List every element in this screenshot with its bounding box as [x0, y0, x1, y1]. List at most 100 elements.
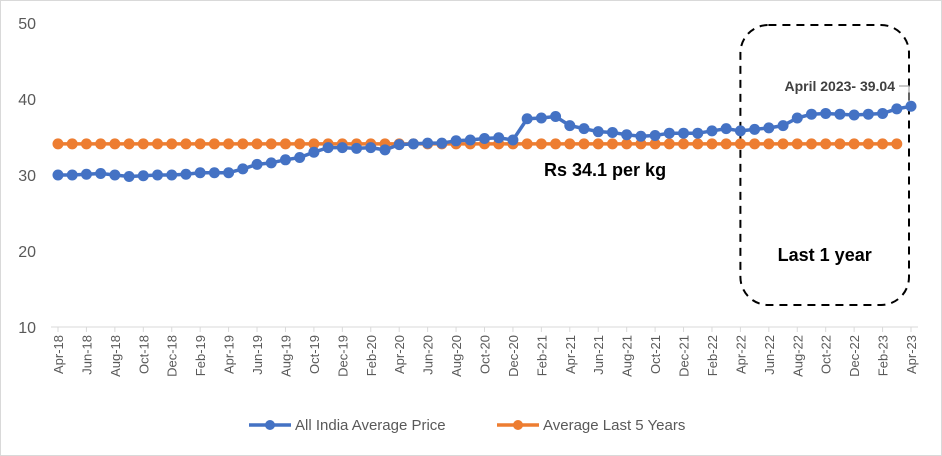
data-point[interactable]	[649, 129, 661, 141]
legend-item-average-last-5-years[interactable]: Average Last 5 Years	[497, 417, 685, 434]
data-point[interactable]	[592, 138, 604, 150]
data-point[interactable]	[649, 138, 661, 150]
data-point[interactable]	[194, 138, 206, 150]
data-point[interactable]	[237, 163, 249, 175]
data-point[interactable]	[166, 169, 178, 181]
data-point[interactable]	[137, 138, 149, 150]
data-point[interactable]	[848, 109, 860, 121]
data-point[interactable]	[379, 144, 391, 156]
data-point[interactable]	[564, 120, 576, 132]
data-point[interactable]	[749, 138, 761, 150]
data-point[interactable]	[820, 138, 832, 150]
data-point[interactable]	[791, 138, 803, 150]
data-point[interactable]	[635, 130, 647, 142]
data-point[interactable]	[891, 138, 903, 150]
data-point[interactable]	[535, 138, 547, 150]
data-point[interactable]	[706, 138, 718, 150]
data-point[interactable]	[436, 137, 448, 149]
data-point[interactable]	[734, 125, 746, 137]
data-point[interactable]	[109, 138, 121, 150]
data-point[interactable]	[80, 138, 92, 150]
data-point[interactable]	[521, 138, 533, 150]
data-point[interactable]	[692, 127, 704, 139]
data-point[interactable]	[663, 127, 675, 139]
data-point[interactable]	[223, 167, 235, 179]
data-point[interactable]	[194, 167, 206, 179]
data-point[interactable]	[777, 120, 789, 132]
data-point[interactable]	[862, 108, 874, 120]
data-point[interactable]	[663, 138, 675, 150]
data-point[interactable]	[294, 138, 306, 150]
data-point[interactable]	[820, 107, 832, 119]
data-point[interactable]	[322, 142, 334, 154]
data-point[interactable]	[550, 138, 562, 150]
data-point[interactable]	[152, 169, 164, 181]
data-point[interactable]	[351, 142, 363, 154]
data-point[interactable]	[578, 138, 590, 150]
data-point[interactable]	[237, 138, 249, 150]
data-point[interactable]	[479, 133, 490, 145]
data-point[interactable]	[137, 170, 149, 182]
data-point[interactable]	[450, 135, 462, 147]
data-point[interactable]	[877, 138, 889, 150]
data-point[interactable]	[95, 138, 107, 150]
data-point[interactable]	[678, 138, 690, 150]
data-point[interactable]	[720, 123, 732, 135]
data-point[interactable]	[734, 138, 746, 150]
data-point[interactable]	[621, 129, 633, 141]
data-point[interactable]	[152, 138, 164, 150]
data-point[interactable]	[834, 138, 846, 150]
data-point[interactable]	[308, 146, 320, 158]
data-point[interactable]	[507, 134, 519, 146]
data-point[interactable]	[692, 138, 704, 150]
data-point[interactable]	[578, 123, 590, 135]
data-point[interactable]	[621, 138, 633, 150]
data-point[interactable]	[80, 168, 92, 180]
data-point[interactable]	[905, 100, 917, 112]
data-point[interactable]	[422, 137, 434, 149]
data-point[interactable]	[749, 123, 761, 135]
data-point[interactable]	[564, 138, 576, 150]
data-point[interactable]	[109, 169, 121, 181]
data-point[interactable]	[393, 139, 405, 151]
data-point[interactable]	[52, 138, 64, 150]
data-point[interactable]	[95, 167, 107, 179]
data-point[interactable]	[777, 138, 789, 150]
data-point[interactable]	[279, 138, 291, 150]
data-point[interactable]	[180, 168, 192, 180]
data-point[interactable]	[791, 112, 803, 124]
data-point[interactable]	[606, 126, 618, 138]
data-point[interactable]	[805, 108, 817, 120]
data-point[interactable]	[862, 138, 874, 150]
data-point[interactable]	[763, 122, 775, 134]
data-point[interactable]	[891, 103, 903, 115]
data-point[interactable]	[308, 138, 320, 150]
data-point[interactable]	[365, 142, 377, 154]
data-point[interactable]	[706, 125, 718, 137]
data-point[interactable]	[848, 138, 860, 150]
data-point[interactable]	[208, 138, 220, 150]
data-point[interactable]	[294, 152, 306, 164]
data-point[interactable]	[52, 169, 64, 181]
data-point[interactable]	[279, 154, 291, 166]
data-point[interactable]	[464, 134, 476, 146]
data-point[interactable]	[251, 138, 263, 150]
data-point[interactable]	[66, 138, 78, 150]
data-point[interactable]	[877, 107, 889, 119]
data-point[interactable]	[805, 138, 817, 150]
data-point[interactable]	[535, 112, 547, 124]
data-point[interactable]	[336, 142, 348, 154]
data-point[interactable]	[265, 157, 277, 169]
data-point[interactable]	[265, 138, 277, 150]
data-point[interactable]	[66, 169, 78, 181]
data-point[interactable]	[166, 138, 178, 150]
data-point[interactable]	[678, 127, 690, 139]
data-point[interactable]	[407, 138, 419, 150]
data-point[interactable]	[635, 138, 647, 150]
data-point[interactable]	[550, 110, 562, 122]
data-point[interactable]	[180, 138, 192, 150]
data-point[interactable]	[493, 132, 505, 144]
data-point[interactable]	[208, 167, 220, 179]
data-point[interactable]	[251, 158, 263, 170]
data-point[interactable]	[521, 113, 533, 125]
